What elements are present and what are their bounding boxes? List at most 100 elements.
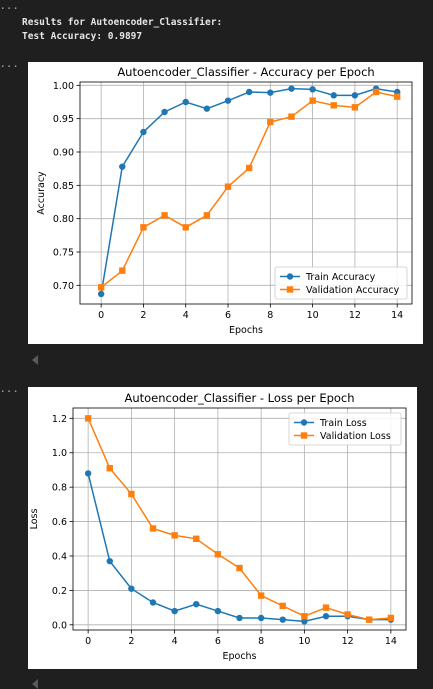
data-point [203, 212, 211, 219]
x-tick-label: 12 [349, 310, 361, 321]
x-tick-label: 4 [183, 310, 189, 321]
data-point [366, 616, 373, 623]
chart-title: Autoencoder_Classifier - Loss per Epoch [124, 391, 354, 405]
data-point [344, 611, 351, 618]
data-point [214, 607, 222, 615]
data-point [171, 532, 178, 539]
data-point [301, 613, 308, 620]
data-point [330, 102, 337, 109]
data-point [171, 607, 178, 615]
data-point [330, 92, 337, 99]
y-tick-label: 1.00 [53, 81, 74, 92]
series-train-accuracy [97, 85, 401, 298]
x-tick-label: 2 [128, 636, 134, 647]
y-tick-label: 0.2 [52, 586, 67, 597]
data-point [140, 128, 147, 136]
x-tick-label: 8 [258, 636, 264, 647]
data-point [322, 613, 330, 620]
plot-frame [72, 407, 407, 631]
x-tick-label: 4 [172, 636, 178, 647]
data-point [128, 585, 135, 592]
y-tick-label: 0.8 [52, 483, 67, 494]
legend-marker [286, 273, 294, 280]
x-tick-label: 0 [98, 310, 104, 321]
data-point [119, 267, 126, 274]
data-point [351, 92, 359, 99]
data-point [372, 88, 380, 96]
data-point [128, 490, 135, 498]
data-point [309, 97, 316, 104]
test-accuracy-line: Test Accuracy: 0.9897 [22, 31, 143, 42]
data-point [97, 290, 105, 298]
series-line [100, 91, 398, 288]
data-point [84, 470, 92, 477]
data-point [149, 525, 157, 532]
data-point [393, 93, 401, 100]
data-point [309, 86, 316, 93]
data-point [387, 614, 395, 622]
data-point [106, 557, 113, 565]
x-tick-label: 10 [307, 310, 319, 321]
data-point [149, 599, 157, 606]
data-point [322, 604, 330, 611]
data-point [224, 183, 232, 190]
data-point [288, 113, 295, 120]
x-tick-label: 10 [298, 636, 310, 647]
chart-title: Autoencoder_Classifier - Accuracy per Ep… [117, 65, 374, 79]
data-point [301, 618, 308, 625]
cell-output-marker-2[interactable]: ... [0, 60, 20, 70]
series-validation-loss [84, 415, 395, 623]
legend-label: Validation Accuracy [306, 285, 400, 296]
cell-output-marker-3[interactable]: ... [0, 385, 20, 395]
plot-frame [79, 81, 413, 305]
data-point [182, 224, 189, 231]
data-point [245, 88, 253, 96]
accuracy-plot: Autoencoder_Classifier - Accuracy per Ep… [28, 62, 423, 344]
data-point [119, 163, 126, 170]
y-tick-label: 1.0 [52, 448, 67, 459]
series-validation-accuracy [97, 88, 401, 291]
data-point [106, 465, 113, 472]
scroll-left-arrow-icon-2[interactable] [32, 679, 38, 689]
data-point [224, 97, 232, 104]
x-tick-label: 6 [225, 310, 231, 321]
cell-output-marker[interactable]: ... [0, 2, 20, 12]
loss-chart-svg: Autoencoder_Classifier - Loss per Epoch 0… [29, 391, 407, 662]
y-tick-label: 0.0 [52, 620, 67, 631]
results-line: Results for Autoencoder_Classifier: [22, 17, 223, 28]
data-point [257, 592, 265, 599]
x-tick-label: 14 [391, 310, 403, 321]
legend-marker [300, 432, 308, 439]
y-tick-label: 0.4 [52, 552, 67, 563]
series-line [100, 87, 398, 295]
legend-label: Train Accuracy [305, 272, 376, 283]
accuracy-chart-svg: Autoencoder_Classifier - Accuracy per Ep… [36, 65, 413, 336]
legend: Train Accuracy Validation Accuracy [274, 266, 408, 300]
data-point [236, 614, 243, 622]
data-point [257, 614, 265, 622]
x-axis-label: Epochs [229, 325, 263, 336]
y-tick-label: 0.95 [53, 114, 74, 125]
loss-plot: Autoencoder_Classifier - Loss per Epoch 0… [28, 387, 417, 669]
data-point [351, 104, 359, 111]
x-axis-label: Epochs [222, 651, 256, 662]
data-point [193, 535, 200, 542]
data-point [267, 89, 274, 96]
y-tick-label: 0.6 [52, 517, 67, 528]
y-tick-label: 0.90 [53, 148, 74, 159]
legend-marker [286, 286, 294, 293]
y-tick-label: 0.70 [53, 281, 74, 292]
data-point [214, 551, 222, 558]
x-tick-label: 8 [267, 310, 273, 321]
y-tick-label: 0.80 [53, 214, 74, 225]
legend-label: Train Loss [319, 418, 367, 429]
data-point [140, 224, 147, 231]
y-axis-label: Accuracy [36, 171, 47, 215]
x-tick-label: 2 [140, 310, 146, 321]
y-axis-label: Loss [29, 509, 40, 530]
data-point [288, 85, 295, 92]
data-point [161, 108, 168, 116]
scroll-left-arrow-icon[interactable] [32, 355, 38, 365]
legend-label: Validation Loss [320, 431, 391, 442]
data-point [193, 600, 200, 608]
